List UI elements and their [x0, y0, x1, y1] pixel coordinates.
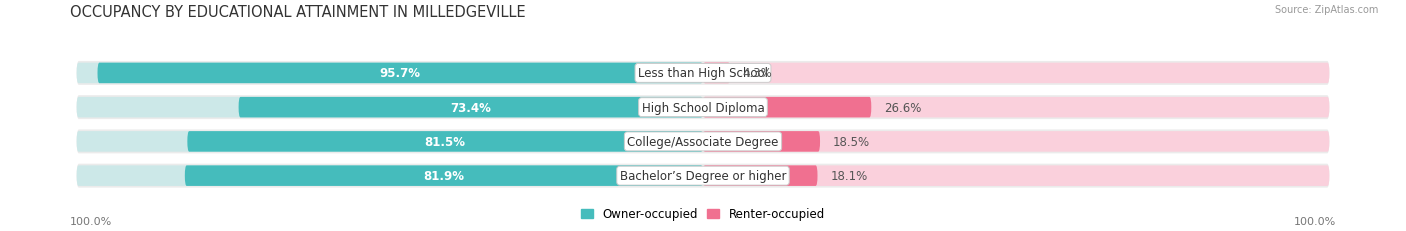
FancyBboxPatch shape — [703, 97, 1330, 118]
Text: 18.5%: 18.5% — [832, 135, 870, 148]
FancyBboxPatch shape — [97, 63, 703, 84]
FancyBboxPatch shape — [187, 132, 703, 152]
Text: Bachelor’s Degree or higher: Bachelor’s Degree or higher — [620, 169, 786, 182]
FancyBboxPatch shape — [76, 164, 1330, 188]
FancyBboxPatch shape — [703, 166, 1330, 186]
FancyBboxPatch shape — [76, 166, 703, 186]
Text: 81.9%: 81.9% — [423, 169, 464, 182]
Text: 26.6%: 26.6% — [884, 101, 921, 114]
Text: 95.7%: 95.7% — [380, 67, 420, 80]
Text: 4.3%: 4.3% — [742, 67, 773, 80]
FancyBboxPatch shape — [703, 97, 872, 118]
FancyBboxPatch shape — [184, 166, 703, 186]
FancyBboxPatch shape — [76, 97, 703, 118]
FancyBboxPatch shape — [703, 63, 730, 84]
Legend: Owner-occupied, Renter-occupied: Owner-occupied, Renter-occupied — [576, 203, 830, 225]
FancyBboxPatch shape — [76, 62, 1330, 85]
FancyBboxPatch shape — [239, 97, 703, 118]
Text: OCCUPANCY BY EDUCATIONAL ATTAINMENT IN MILLEDGEVILLE: OCCUPANCY BY EDUCATIONAL ATTAINMENT IN M… — [70, 5, 526, 20]
Text: High School Diploma: High School Diploma — [641, 101, 765, 114]
FancyBboxPatch shape — [76, 63, 703, 84]
FancyBboxPatch shape — [703, 166, 817, 186]
Text: 81.5%: 81.5% — [425, 135, 465, 148]
Text: Source: ZipAtlas.com: Source: ZipAtlas.com — [1274, 5, 1378, 15]
FancyBboxPatch shape — [703, 132, 820, 152]
FancyBboxPatch shape — [703, 63, 1330, 84]
Text: 73.4%: 73.4% — [450, 101, 491, 114]
FancyBboxPatch shape — [703, 132, 1330, 152]
FancyBboxPatch shape — [76, 96, 1330, 120]
FancyBboxPatch shape — [76, 132, 703, 152]
Text: 18.1%: 18.1% — [830, 169, 868, 182]
Text: 100.0%: 100.0% — [70, 216, 112, 226]
FancyBboxPatch shape — [76, 130, 1330, 154]
Text: 100.0%: 100.0% — [1294, 216, 1336, 226]
Text: College/Associate Degree: College/Associate Degree — [627, 135, 779, 148]
Text: Less than High School: Less than High School — [638, 67, 768, 80]
